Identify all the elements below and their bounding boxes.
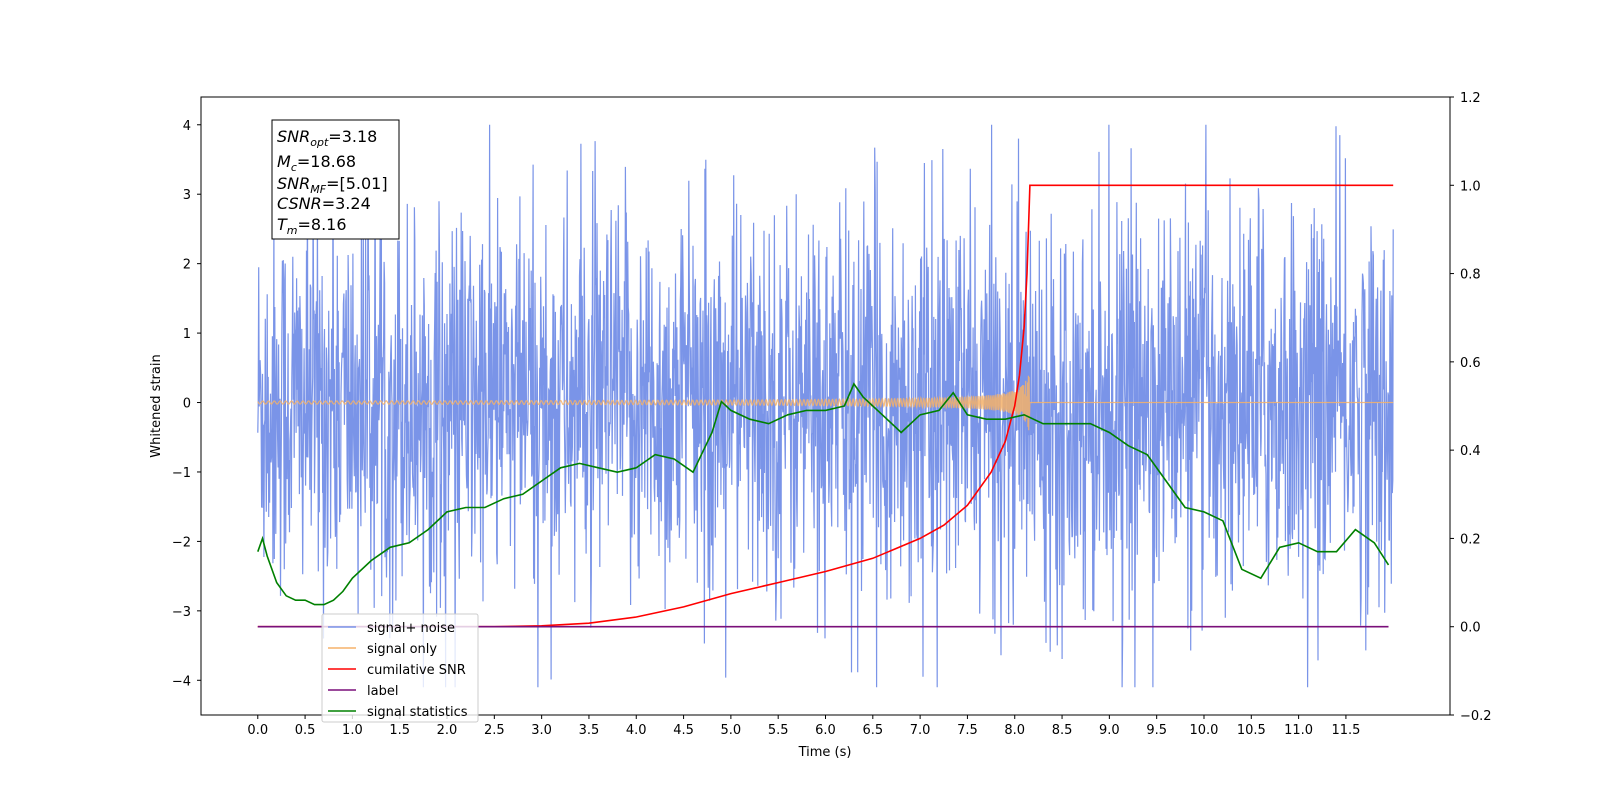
x-tick-label: 3.0 (531, 723, 552, 738)
x-tick-label: 9.5 (1146, 723, 1167, 738)
y2-tick-label: 1.2 (1460, 91, 1481, 106)
y2-tick-label: 0.8 (1460, 268, 1481, 283)
x-tick-label: 7.5 (957, 723, 978, 738)
x-axis-label: Time (s) (798, 745, 852, 760)
y-tick-label: 1 (183, 327, 191, 342)
x-tick-label: 11.0 (1284, 723, 1313, 738)
x-tick-label: 10.5 (1237, 723, 1266, 738)
series-signal-only (257, 375, 1394, 431)
y2-tick-label: 1.0 (1460, 179, 1481, 194)
y-tick-label: −1 (172, 466, 191, 481)
y-tick-label: 4 (183, 119, 191, 134)
annotation-csnr: CSNR=3.24 (277, 194, 371, 213)
x-tick-label: 8.5 (1052, 723, 1073, 738)
legend-label: signal statistics (367, 705, 468, 720)
annotation-snr-opt: SNRopt=3.18 (277, 127, 377, 149)
legend-label: cumilative SNR (367, 663, 466, 678)
y-tick-label: −4 (172, 674, 191, 689)
y-tick-label: −2 (172, 535, 191, 550)
x-tick-label: 0.0 (247, 723, 268, 738)
y2-tick-label: 0.0 (1460, 621, 1481, 636)
x-tick-label: 1.0 (342, 723, 363, 738)
x-tick-label: 6.0 (815, 723, 836, 738)
x-tick-label: 5.5 (768, 723, 789, 738)
x-tick-label: 1.5 (389, 723, 410, 738)
x-axis: 0.0 0.5 1.0 1.5 2.0 2.5 3.0 3.5 4.0 4.5 5.0 5.5 6.0 6… (247, 715, 1360, 738)
annotation-tm: Tm=8.16 (277, 215, 347, 237)
x-tick-label: 8.0 (1004, 723, 1025, 738)
series-cumilative-snr (257, 184, 1394, 628)
x-tick-label: 3.5 (579, 723, 600, 738)
series-signal-noise (257, 124, 1394, 688)
x-tick-label: 10.0 (1190, 723, 1219, 738)
series-layer (257, 124, 1394, 688)
y-tick-label: 3 (183, 188, 191, 203)
legend-label: label (367, 684, 398, 699)
x-tick-label: 4.0 (626, 723, 647, 738)
x-tick-label: 2.5 (484, 723, 505, 738)
x-tick-label: 0.5 (295, 723, 316, 738)
y-axis-right: 1.2 1.0 0.8 0.6 0.4 0.2 0.0 −0.2 (1450, 91, 1492, 724)
x-tick-label: 11.5 (1331, 723, 1360, 738)
y-axis-label: Whitened strain (149, 354, 164, 457)
y-axis-left: 4 3 2 1 0 −1 −2 −3 −4 (172, 119, 201, 689)
x-tick-label: 6.5 (862, 723, 883, 738)
y2-tick-label: 0.6 (1460, 356, 1481, 371)
legend: signal+ noise signal only cumilative SNR la… (321, 613, 479, 723)
y2-tick-label: 0.2 (1460, 532, 1481, 547)
x-tick-label: 4.5 (673, 723, 694, 738)
y-tick-label: −3 (172, 605, 191, 620)
y2-tick-label: 0.4 (1460, 444, 1481, 459)
legend-label: signal+ noise (367, 621, 455, 636)
x-tick-label: 2.0 (437, 723, 458, 738)
x-tick-label: 9.0 (1099, 723, 1120, 738)
series-signal-statistics (257, 382, 1390, 606)
annotation-mc: Mc=18.68 (277, 152, 356, 174)
legend-label: signal only (367, 642, 437, 657)
annotation-box: SNRopt=3.18 Mc=18.68 SNRMF=[5.01] CSNR=3… (271, 119, 400, 240)
x-tick-label: 7.0 (910, 723, 931, 738)
y-tick-label: 2 (183, 258, 191, 273)
annotation-snr-mf: SNRMF=[5.01] (277, 174, 388, 196)
y-tick-label: 0 (183, 397, 191, 412)
y2-tick-label: −0.2 (1460, 709, 1492, 724)
x-tick-label: 5.0 (721, 723, 742, 738)
